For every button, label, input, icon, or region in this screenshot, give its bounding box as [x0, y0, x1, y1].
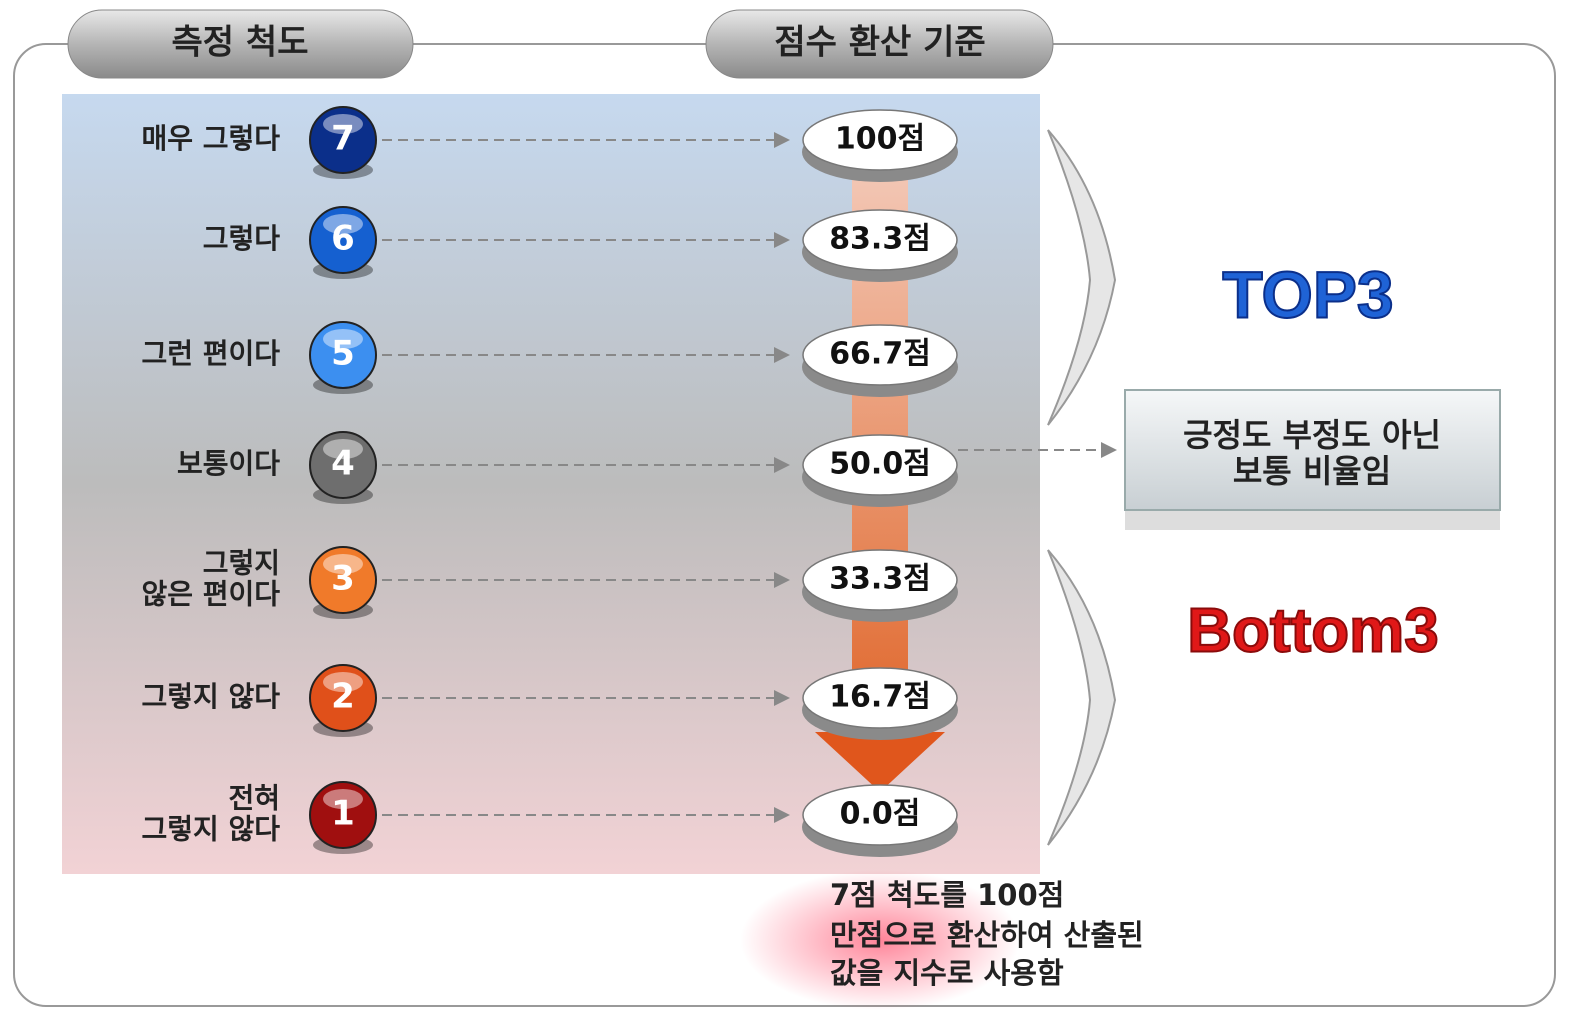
- score: 66.7점: [829, 337, 931, 372]
- score: 83.3점: [829, 222, 931, 257]
- scale-label: 않은 편이다: [141, 578, 280, 611]
- top-label: TOP3: [1222, 257, 1393, 331]
- score: 50.0점: [829, 447, 931, 482]
- scale-label: 그런 편이다: [141, 337, 280, 370]
- score: 33.3점: [829, 562, 931, 597]
- ball-number: 2: [331, 677, 355, 717]
- scale-label: 그렇지 않다: [141, 680, 280, 713]
- scale-label: 그렇지: [203, 547, 280, 580]
- score: 100점: [835, 122, 925, 157]
- score: 16.7점: [829, 680, 931, 715]
- score: 0.0점: [840, 797, 921, 832]
- scale-label: 그렇다: [203, 222, 281, 255]
- scale-label: 보통이다: [177, 447, 280, 480]
- scale-label: 전혀: [228, 782, 280, 815]
- footnote: 7점 척도를 100점: [830, 878, 1064, 912]
- diagram: 측정 척도 점수 환산 기준 긍정도 부정도 아닌 보통 비율임 TOP3 Bo…: [0, 0, 1592, 1025]
- scale-label: 매우 그렇다: [141, 122, 280, 155]
- header-text: 점수 환산 기준: [774, 23, 985, 63]
- bottom-label: Bottom3: [1187, 596, 1438, 665]
- neutral-text: 보통 비율임: [1233, 452, 1391, 490]
- ball-number: 7: [331, 119, 355, 159]
- ball-number: 4: [331, 444, 355, 484]
- scale-label: 그렇지 않다: [141, 813, 280, 846]
- header-text: 측정 척도: [172, 23, 309, 63]
- ball-number: 5: [331, 334, 355, 374]
- ball-number: 1: [331, 794, 355, 834]
- footnote: 값을 지수로 사용함: [830, 956, 1064, 990]
- ball-number: 3: [331, 559, 355, 599]
- ball-number: 6: [331, 219, 355, 259]
- neutral-text: 긍정도 부정도 아닌: [1183, 416, 1441, 454]
- box-shadow: [1125, 510, 1500, 530]
- footnote: 만점으로 환산하여 산출된: [830, 918, 1144, 952]
